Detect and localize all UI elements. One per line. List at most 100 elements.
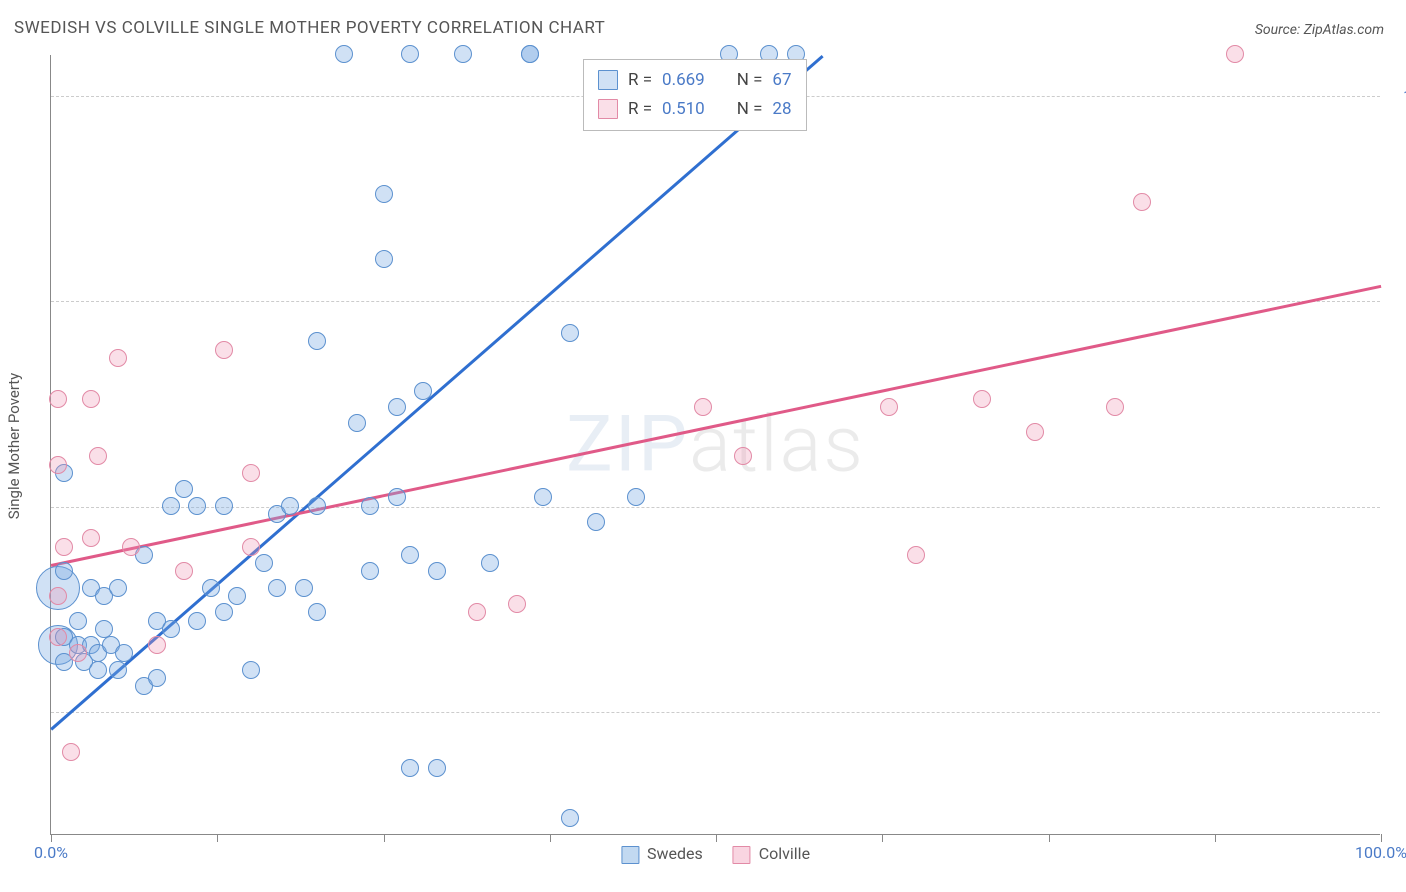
y-tick-label: 75.0% (1390, 292, 1406, 311)
data-point (481, 554, 499, 572)
data-point (89, 661, 107, 679)
data-point (109, 349, 127, 367)
data-point (973, 390, 991, 408)
x-tick (51, 834, 52, 842)
x-tick (384, 834, 385, 842)
data-point (1106, 398, 1124, 416)
data-point (69, 644, 87, 662)
data-point (521, 45, 539, 63)
data-point (907, 546, 925, 564)
source-attribution: Source: ZipAtlas.com (1255, 22, 1384, 38)
data-point (122, 538, 140, 556)
legend-swatch (733, 846, 751, 864)
data-point (49, 628, 67, 646)
data-point (295, 579, 313, 597)
legend-stats-row: R = 0.510 N = 28 (598, 95, 792, 124)
data-point (388, 488, 406, 506)
data-point (587, 513, 605, 531)
x-tick (1381, 834, 1382, 842)
data-point (82, 390, 100, 408)
data-point (215, 603, 233, 621)
x-tick-label: 0.0% (34, 843, 68, 862)
data-point (348, 414, 366, 432)
data-point (188, 497, 206, 515)
data-point (281, 497, 299, 515)
watermark: ZIPatlas (566, 399, 865, 490)
data-point (361, 497, 379, 515)
legend-n-value: 28 (772, 95, 791, 124)
data-point (1133, 193, 1151, 211)
legend-r-label: R = (628, 95, 652, 124)
data-point (115, 644, 133, 662)
data-point (335, 45, 353, 63)
plot-area: ZIPatlas SwedesColville 25.0%50.0%75.0%1… (50, 55, 1380, 835)
legend-stats: R =0.669N =67R =0.510N =28 (583, 59, 807, 131)
gridline (51, 301, 1380, 302)
data-point (308, 332, 326, 350)
data-point (401, 546, 419, 564)
data-point (627, 488, 645, 506)
data-point (162, 497, 180, 515)
data-point (109, 661, 127, 679)
data-point (242, 661, 260, 679)
legend-swatch (598, 99, 618, 119)
regression-line (51, 285, 1382, 567)
data-point (468, 603, 486, 621)
data-point (202, 579, 220, 597)
data-point (175, 480, 193, 498)
legend-item: Colville (733, 844, 810, 864)
data-point (880, 398, 898, 416)
data-point (49, 390, 67, 408)
correlation-chart: SWEDISH VS COLVILLE SINGLE MOTHER POVERT… (0, 0, 1406, 892)
legend-item: Swedes (621, 844, 703, 864)
data-point (255, 554, 273, 572)
y-tick-label: 25.0% (1390, 702, 1406, 721)
data-point (242, 538, 260, 556)
data-point (361, 562, 379, 580)
data-point (148, 669, 166, 687)
data-point (55, 562, 73, 580)
data-point (215, 497, 233, 515)
data-point (82, 529, 100, 547)
legend-stats-row: R =0.669N =67 (598, 66, 792, 95)
data-point (49, 456, 67, 474)
x-tick-label: 100.0% (1355, 843, 1406, 862)
data-point (308, 497, 326, 515)
data-point (401, 759, 419, 777)
x-tick (716, 834, 717, 842)
data-point (228, 587, 246, 605)
data-point (1226, 45, 1244, 63)
data-point (508, 595, 526, 613)
data-point (428, 562, 446, 580)
data-point (175, 562, 193, 580)
x-tick (882, 834, 883, 842)
data-point (454, 45, 472, 63)
data-point (268, 579, 286, 597)
data-point (62, 743, 80, 761)
data-point (188, 612, 206, 630)
data-point (561, 809, 579, 827)
legend-n-value: 67 (772, 66, 791, 95)
legend-swatch (621, 846, 639, 864)
chart-title: SWEDISH VS COLVILLE SINGLE MOTHER POVERT… (14, 18, 605, 38)
legend-n-label: N = (737, 95, 763, 124)
y-tick-label: 50.0% (1390, 497, 1406, 516)
data-point (162, 620, 180, 638)
data-point (109, 579, 127, 597)
data-point (49, 587, 67, 605)
data-point (1026, 423, 1044, 441)
data-point (534, 488, 552, 506)
legend-swatch (598, 70, 618, 90)
data-point (215, 341, 233, 359)
legend-n-label: N = (737, 66, 763, 95)
x-tick (217, 834, 218, 842)
legend-r-value: 0.510 (662, 95, 705, 124)
data-point (308, 603, 326, 621)
data-point (734, 447, 752, 465)
data-point (375, 250, 393, 268)
data-point (242, 464, 260, 482)
data-point (694, 398, 712, 416)
x-tick (550, 834, 551, 842)
data-point (95, 620, 113, 638)
legend-r-label: R = (628, 66, 652, 95)
